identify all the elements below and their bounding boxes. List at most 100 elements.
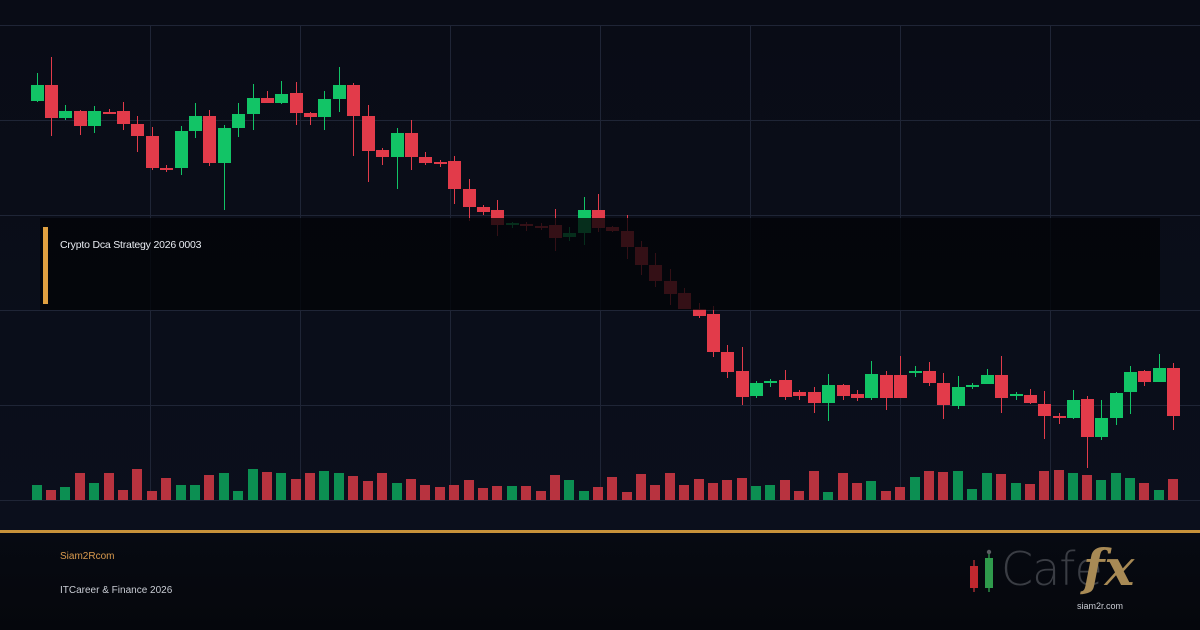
candle-body	[376, 150, 389, 157]
candle-body	[808, 392, 821, 403]
volume-bar	[190, 485, 200, 500]
volume-bar	[118, 490, 128, 500]
candle-body	[275, 94, 288, 103]
volume-bar	[305, 473, 315, 500]
volume-bar	[794, 491, 804, 500]
candle-body	[966, 385, 979, 387]
candle-body	[362, 116, 375, 151]
volume-bar	[622, 492, 632, 500]
volume-bar	[420, 485, 430, 500]
volume-bar	[1082, 475, 1092, 500]
candle-body	[146, 136, 159, 168]
candle-body	[247, 98, 260, 114]
volume-bar	[1168, 479, 1178, 500]
volume-bar	[1068, 473, 1078, 500]
candle-body	[952, 387, 965, 406]
volume-bar	[1054, 470, 1064, 500]
volume-bar	[967, 489, 977, 500]
volume-bar	[809, 471, 819, 500]
footer	[0, 533, 1200, 630]
candle-body	[261, 98, 274, 103]
volume-bar	[607, 477, 617, 500]
volume-bar	[46, 490, 56, 500]
candle-body	[880, 375, 893, 398]
volume-bar	[248, 469, 258, 500]
candle-body	[693, 309, 706, 316]
volume-bar	[132, 469, 142, 500]
volume-bar	[593, 487, 603, 500]
candle-body	[218, 128, 231, 163]
candle-body	[1110, 393, 1123, 418]
candle-body	[793, 392, 806, 396]
volume-bar	[60, 487, 70, 500]
volume-bar	[1139, 483, 1149, 500]
volume-bar	[1125, 478, 1135, 500]
candle-body	[74, 111, 87, 126]
candle-body	[779, 380, 792, 397]
footer-divider	[0, 530, 1200, 533]
candle-body	[1081, 399, 1094, 437]
candle-body	[1167, 368, 1180, 416]
candle-body	[232, 114, 245, 128]
volume-bar	[262, 472, 272, 500]
candle-body	[333, 85, 346, 99]
volume-bar	[406, 479, 416, 500]
candle-body	[405, 133, 418, 157]
volume-bar	[579, 491, 589, 500]
candle-body	[865, 374, 878, 398]
volume-bar	[104, 473, 114, 500]
volume-bar	[737, 478, 747, 500]
candle-body	[131, 124, 144, 136]
volume-bar	[650, 485, 660, 500]
candle-body	[764, 381, 777, 383]
volume-bar	[521, 486, 531, 500]
volume-bar	[708, 483, 718, 500]
candle-body	[981, 375, 994, 384]
volume-bar	[161, 478, 171, 500]
volume-bar	[276, 473, 286, 500]
candle-body	[448, 161, 461, 189]
volume-bar	[536, 491, 546, 500]
volume-bar	[478, 488, 488, 500]
candle-body	[1053, 416, 1066, 418]
volume-bar	[147, 491, 157, 500]
site-name: Siam2Rcom	[60, 551, 115, 562]
volume-bar	[392, 483, 402, 500]
logo-accent: fx	[1083, 538, 1135, 597]
candle-body	[909, 371, 922, 373]
candle-body	[477, 207, 490, 212]
volume-bar	[1154, 490, 1164, 500]
volume-bar	[32, 485, 42, 500]
volume-bar	[636, 474, 646, 500]
volume-bar	[435, 487, 445, 500]
volume-bar	[694, 479, 704, 500]
volume-bar	[464, 480, 474, 500]
candle-body	[434, 162, 447, 164]
accent-bar	[43, 227, 48, 304]
candle-body	[203, 116, 216, 163]
candle-body	[59, 111, 72, 118]
volume-bar	[823, 492, 833, 500]
candle-body	[707, 314, 720, 352]
volume-bar	[780, 480, 790, 500]
volume-bar	[449, 485, 459, 500]
volume-bar	[1011, 483, 1021, 500]
volume-bar	[564, 480, 574, 500]
candle-body	[837, 385, 850, 396]
volume-bar	[233, 491, 243, 500]
candle-body	[736, 371, 749, 397]
cafefx-logo: Cafe fx siam2r.com	[965, 538, 1165, 620]
volume-bar	[219, 473, 229, 500]
volume-bar	[176, 485, 186, 500]
candle-body	[189, 116, 202, 131]
volume-bar	[550, 475, 560, 500]
volume-bar	[938, 472, 948, 500]
candle-body	[923, 371, 936, 383]
candle-body	[347, 85, 360, 116]
volume-bar	[953, 471, 963, 500]
title-overlay: Crypto Dca Strategy 2026 0003	[40, 218, 1160, 310]
volume-bar	[363, 481, 373, 500]
volume-bar	[334, 473, 344, 500]
candle-body	[1010, 394, 1023, 396]
volume-bar	[895, 487, 905, 500]
